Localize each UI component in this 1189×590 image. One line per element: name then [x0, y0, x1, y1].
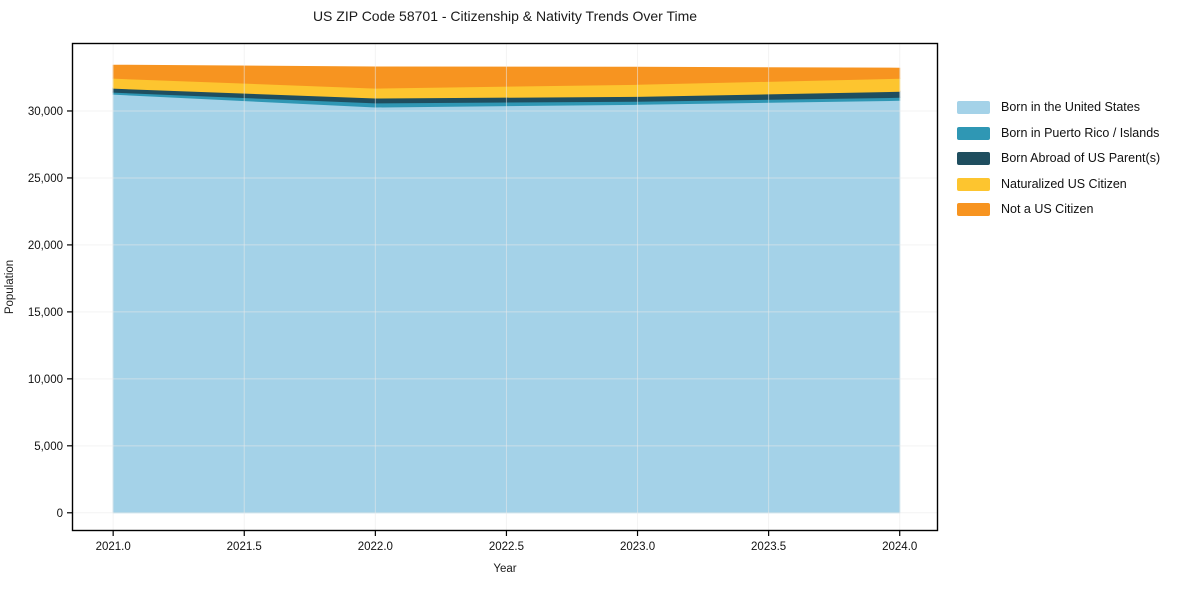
x-tick-label: 2023.5: [751, 541, 786, 553]
y-tick-label: 0: [57, 508, 63, 520]
x-tick-label: 2021.0: [96, 541, 131, 553]
legend-label: Born in Puerto Rico / Islands: [1001, 125, 1160, 140]
legend: Born in the United States Born in Puerto …: [957, 101, 1160, 216]
legend-swatch-icon: [957, 203, 990, 216]
legend-swatch-icon: [957, 152, 990, 165]
legend-item: Born in Puerto Rico / Islands: [957, 125, 1160, 140]
y-tick-label: 10,000: [28, 374, 63, 386]
legend-swatch-icon: [957, 177, 990, 191]
x-tick-label: 2021.5: [227, 541, 262, 553]
legend-label: Naturalized US Citizen: [1001, 176, 1127, 191]
legend-item: Born Abroad of US Parent(s): [957, 152, 1160, 165]
x-axis-label: Year: [493, 563, 517, 575]
chart-title: US ZIP Code 58701 - Citizenship & Nativi…: [312, 8, 698, 24]
x-tick-label: 2022.0: [358, 541, 393, 553]
y-axis-label: Population: [4, 259, 16, 315]
x-tick-label: 2024.0: [882, 541, 917, 553]
y-tick-label: 5,000: [34, 441, 63, 453]
legend-item: Naturalized US Citizen: [957, 176, 1160, 191]
legend-swatch-icon: [957, 126, 990, 140]
x-tick-label: 2023.0: [620, 541, 655, 553]
legend-label: Not a US Citizen: [1001, 202, 1094, 216]
y-tick-label: 20,000: [28, 240, 63, 252]
x-tick-label: 2022.5: [489, 541, 524, 553]
legend-label: Born in the United States: [1001, 100, 1140, 114]
plot-frame: [71, 42, 939, 532]
legend-swatch-icon: [957, 101, 990, 114]
y-tick-label: 30,000: [28, 106, 63, 118]
y-tick-label: 15,000: [28, 307, 63, 319]
y-tick-label: 25,000: [28, 173, 63, 185]
legend-label: Born Abroad of US Parent(s): [1001, 151, 1161, 165]
legend-item: Not a US Citizen: [957, 203, 1160, 216]
legend-item: Born in the United States: [957, 101, 1160, 114]
